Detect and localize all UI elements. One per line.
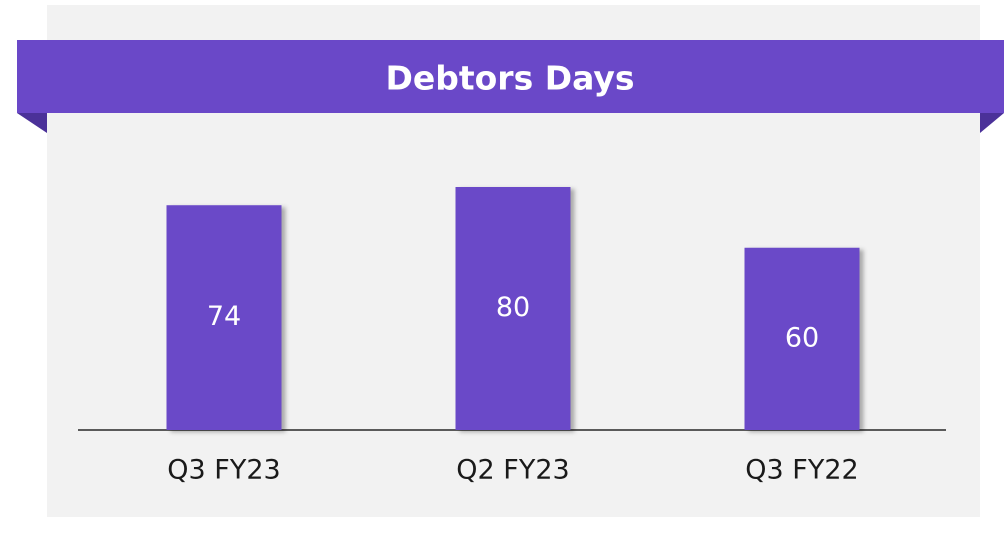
bar — [744, 247, 860, 430]
value-label: 74 — [207, 301, 241, 332]
bar — [455, 187, 571, 430]
ribbon-fold — [980, 113, 1004, 133]
x-tick-label: Q2 FY23 — [456, 455, 569, 486]
bar — [166, 205, 282, 430]
value-label: 80 — [496, 292, 530, 323]
x-tick-label: Q3 FY22 — [745, 455, 858, 486]
value-label: 60 — [785, 322, 819, 353]
chart-title: Debtors Days — [385, 59, 634, 98]
ribbon-fold — [17, 113, 47, 133]
title-ribbon — [17, 40, 1004, 113]
x-tick-label: Q3 FY23 — [167, 455, 280, 486]
